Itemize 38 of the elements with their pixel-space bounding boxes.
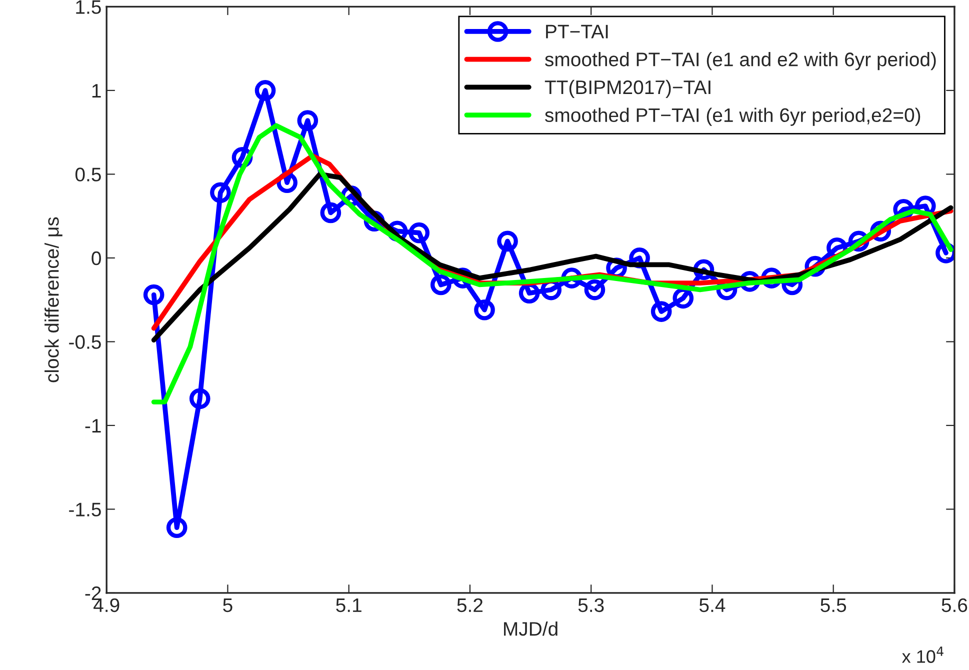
y-tick-label: 1.5 — [76, 0, 101, 14]
y-tick-label: -1.5 — [69, 502, 101, 516]
point — [650, 301, 672, 322]
point — [166, 517, 188, 538]
point — [297, 110, 318, 132]
legend-label: TT(BIPM2017)−TAI — [544, 80, 710, 98]
y-tick-label: -1 — [85, 419, 101, 432]
point — [497, 230, 518, 252]
x-tick-label: 5.2 — [457, 598, 483, 612]
legend-label: PT−TAI — [546, 24, 608, 38]
point — [254, 80, 276, 101]
x-tick-label: 5.6 — [942, 598, 968, 612]
y-tick-label: -0.5 — [69, 335, 101, 349]
x-tick-label: 5 — [223, 598, 232, 612]
point — [189, 388, 210, 410]
point — [584, 279, 606, 300]
y-tick-label: -2 — [85, 586, 101, 600]
legend-label: smoothed PT−TAI (e1 with 6yr period,e2=0) — [545, 108, 920, 126]
point — [474, 299, 495, 320]
x-tick-label: 4.9 — [94, 598, 120, 612]
x-tick-label: 5.1 — [336, 598, 362, 612]
x-axis-title: MJD/d — [504, 621, 558, 636]
x-tick-label: 5.4 — [699, 598, 726, 612]
y-tick-label: 0.5 — [75, 168, 101, 182]
point — [672, 288, 694, 309]
legend-label: smoothed PT−TAI (e1 and e2 with 6yr period) — [545, 52, 936, 70]
x-tick-label: 5.3 — [578, 598, 604, 612]
x-tick-label: 5.5 — [820, 598, 846, 612]
point — [430, 274, 452, 296]
line-series — [151, 172, 954, 342]
point — [408, 222, 430, 244]
point — [320, 202, 342, 224]
point — [210, 182, 231, 204]
y-tick-label: 1 — [92, 84, 101, 98]
y-axis-title: clock difference/ μs — [44, 217, 62, 382]
point — [143, 284, 164, 306]
text: x 10$^{4}$ — [902, 646, 944, 663]
y-tick-label: 0 — [92, 251, 101, 266]
